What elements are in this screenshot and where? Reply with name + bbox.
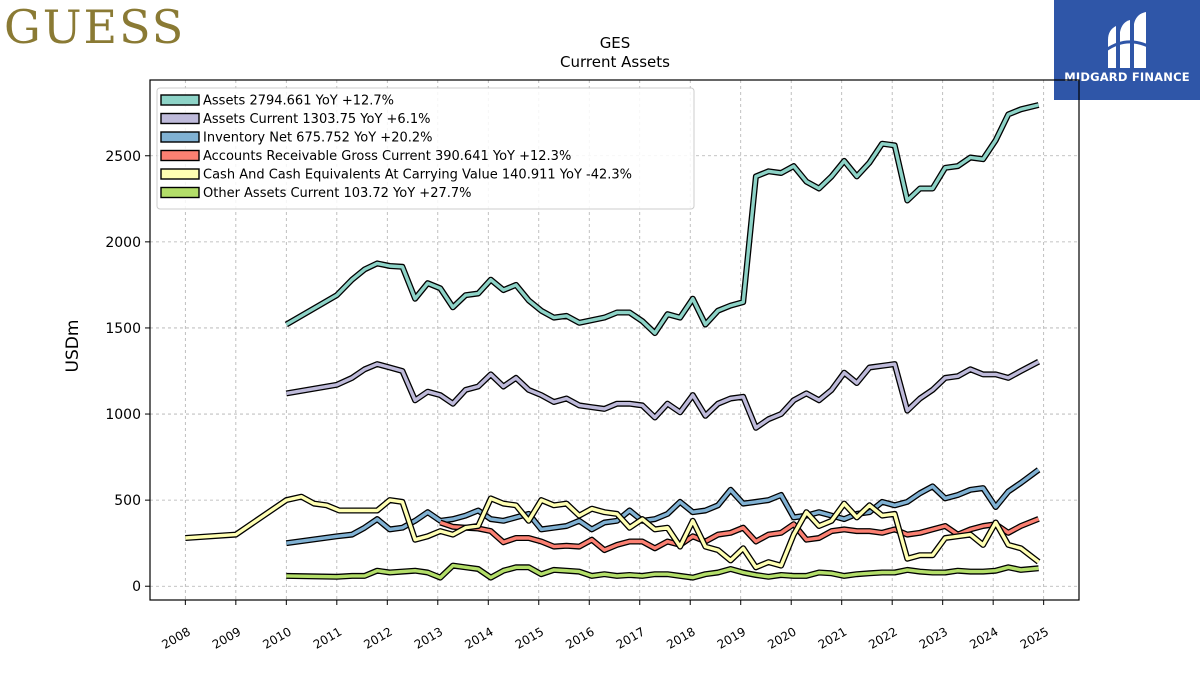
y-axis-ticks: 0 500 1000 1500 2000 2500 xyxy=(105,149,150,595)
legend-entry: Assets Current 1303.75 YoY +6.1% xyxy=(203,112,430,127)
legend-swatch xyxy=(160,131,200,143)
legend-swatch xyxy=(160,186,200,199)
series-assets-current xyxy=(285,359,1040,431)
x-axis-ticks: 2008 2009 2010 2011 2012 2013 2014 2015 2016 2017… xyxy=(159,600,1051,652)
x-tick-label: 2011 xyxy=(311,624,344,651)
series-line xyxy=(285,103,1040,335)
legend-box xyxy=(156,87,695,210)
x-tick-label: 2018 xyxy=(664,624,697,651)
x-tick-label: 2022 xyxy=(866,624,899,651)
midgard-mark-icon xyxy=(1105,12,1149,68)
x-tick-label: 2017 xyxy=(614,624,647,651)
chart-title: GES xyxy=(600,34,631,52)
x-tick-label: 2009 xyxy=(210,624,243,651)
legend-swatch xyxy=(160,94,200,106)
x-tick-label: 2013 xyxy=(412,624,445,651)
series-line xyxy=(286,563,1039,580)
legend-entry: Other Assets Current 103.72 YoY +27.7% xyxy=(203,186,472,201)
x-tick-label: 2014 xyxy=(462,624,495,651)
series-line xyxy=(286,360,1040,430)
plot-frame xyxy=(149,79,1080,601)
x-tick-label: 2021 xyxy=(816,624,849,651)
x-tick-label: 2019 xyxy=(715,624,748,651)
y-tick-label: 2500 xyxy=(105,149,141,165)
y-tick-label: 1000 xyxy=(105,407,141,423)
series-line xyxy=(439,517,1040,552)
midgard-finance-logo: MIDGARD FINANCE xyxy=(1054,0,1200,100)
x-tick-label: 2008 xyxy=(159,624,192,651)
x-tick-label: 2025 xyxy=(1018,624,1051,651)
y-axis-label: USDm xyxy=(63,320,83,373)
legend-swatch xyxy=(160,168,200,180)
series-assets xyxy=(284,102,1040,337)
x-tick-label: 2024 xyxy=(967,624,1000,651)
series-line xyxy=(286,468,1040,545)
y-tick-label: 500 xyxy=(114,493,141,509)
series-lines xyxy=(185,102,1041,581)
y-tick-label: 2000 xyxy=(105,235,141,251)
x-tick-label: 2010 xyxy=(260,624,293,651)
x-tick-label: 2015 xyxy=(513,624,546,651)
y-tick-label: 1500 xyxy=(105,321,141,337)
legend-swatch xyxy=(160,149,200,162)
series-line xyxy=(185,495,1040,569)
partner-name: MIDGARD FINANCE xyxy=(1064,70,1190,84)
series-inventory-net xyxy=(285,467,1041,547)
x-tick-label: 2012 xyxy=(361,624,394,651)
chart-subtitle: Current Assets xyxy=(560,53,670,71)
legend: Assets 2794.661 YoY +12.7% Assets Current… xyxy=(156,87,695,210)
series-other-assets-current xyxy=(286,562,1039,581)
legend-entry: Inventory Net 675.752 YoY +20.2% xyxy=(203,131,433,146)
legend-entry: Accounts Receivable Gross Current 390.64… xyxy=(203,149,571,164)
legend-entry: Assets 2794.661 YoY +12.7% xyxy=(203,94,394,109)
x-tick-label: 2023 xyxy=(917,624,950,651)
guess-logo: GUESS xyxy=(4,0,186,54)
legend-swatch xyxy=(160,112,200,125)
x-tick-label: 2016 xyxy=(563,624,596,651)
series-cash-and-cash-equivalents-at-carrying-value xyxy=(185,493,1041,571)
series-accounts-receivable-gross-current xyxy=(439,516,1040,554)
legend-entry: Cash And Cash Equivalents At Carrying Va… xyxy=(203,168,632,183)
x-tick-label: 2020 xyxy=(765,624,798,651)
y-tick-label: 0 xyxy=(132,579,141,595)
